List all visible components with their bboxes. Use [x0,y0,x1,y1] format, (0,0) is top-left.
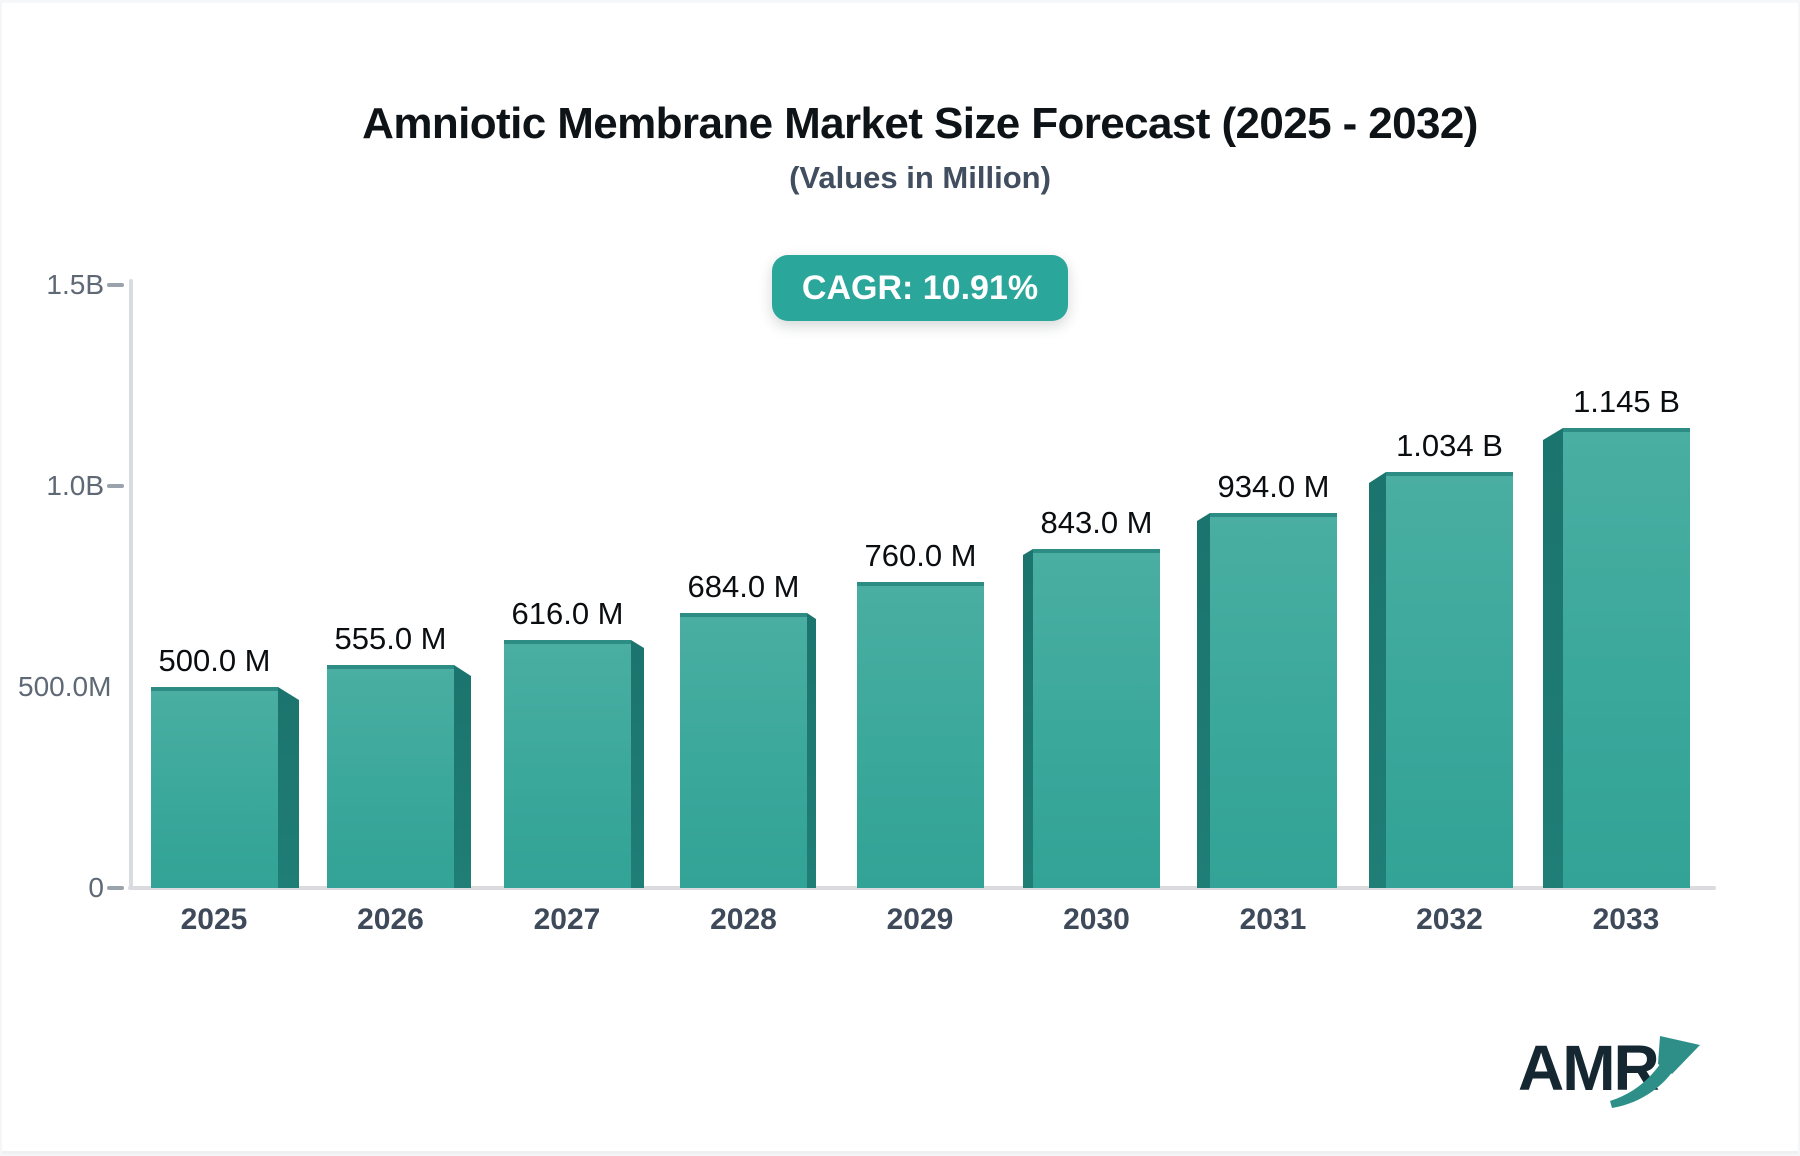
x-axis-label-2026: 2026 [357,903,424,936]
bar-side-face [454,665,471,888]
y-tick-dash [107,283,124,287]
x-axis-label-2030: 2030 [1063,903,1130,936]
bar-2029 [857,582,984,888]
chart-subtitle: (Values in Million) [789,160,1051,195]
bar-side-face [1197,513,1210,888]
bar-2026 [327,665,454,888]
bar-value-label: 760.0 M [864,538,977,573]
x-axis-label-2032: 2032 [1416,903,1483,936]
bar-2028 [680,613,807,888]
x-axis-label-2028: 2028 [710,903,777,936]
x-axis-label-2027: 2027 [533,903,601,936]
bar-value-label: 555.0 M [334,621,447,656]
y-tick-label: 0 [88,872,104,903]
y-tick-dash [107,484,124,488]
bar-value-label: 684.0 M [687,569,800,604]
bar-2031 [1210,513,1337,888]
bar-2032 [1386,472,1513,888]
growth-arrow-icon [1610,1036,1700,1108]
bar-value-label: 1.034 B [1396,428,1503,463]
y-axis-line [129,279,133,890]
bar-side-face [1543,428,1563,888]
bar-2033 [1563,428,1690,888]
y-tick-dash [107,886,124,890]
bar-side-face [1023,549,1033,888]
x-axis-label-2025: 2025 [180,903,248,936]
bar-side-face [1369,472,1386,888]
cagr-badge-row: CAGR: 10.91% [130,255,1710,321]
y-tick-label: 1.5B [46,269,104,300]
x-axis-line [128,886,1716,890]
x-axis-label-2029: 2029 [886,903,954,936]
bar-2027 [504,640,631,888]
bar-value-label: 934.0 M [1217,469,1330,504]
y-tick-label: 500.0M [18,671,112,702]
bar-side-face [631,640,644,888]
bar-side-face [278,687,299,888]
amr-logo: AMR [1518,1032,1700,1108]
bar-value-label: 1.145 B [1573,384,1680,419]
bar-value-label: 500.0 M [158,643,271,678]
bar-value-label: 616.0 M [511,596,624,631]
bar-side-face [807,613,816,888]
x-axis-label-2033: 2033 [1592,903,1660,936]
bar-value-label: 843.0 M [1040,505,1153,540]
chart-title: Amniotic Membrane Market Size Forecast (… [362,99,1478,148]
bar-2025 [151,687,278,888]
bar-2030 [1033,549,1160,888]
cagr-badge: CAGR: 10.91% [771,255,1069,321]
x-axis-label-2031: 2031 [1239,903,1307,936]
y-tick-label: 1.0B [46,470,104,501]
